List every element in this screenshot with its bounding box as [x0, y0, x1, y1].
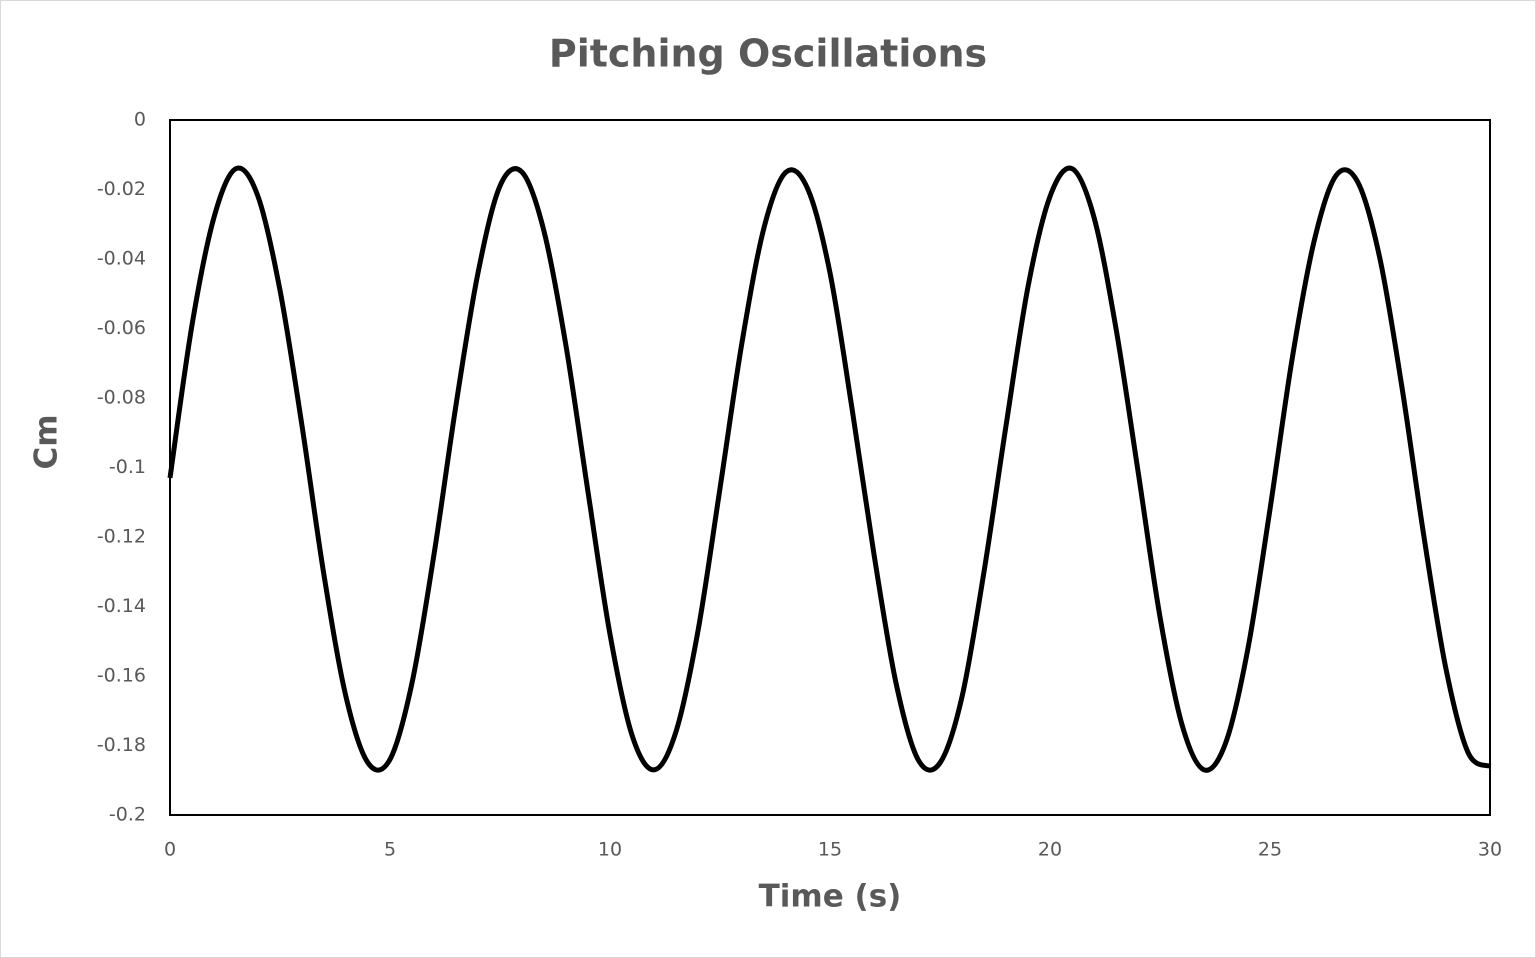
data-line: [167, 165, 1492, 773]
y-tick-label: 0: [134, 109, 146, 131]
x-tick-label: 15: [818, 839, 842, 861]
y-tick-label: -0.12: [97, 526, 146, 548]
y-axis-title: Cm: [29, 414, 65, 469]
y-tick-label: -0.06: [97, 317, 146, 339]
y-tick-label: -0.1: [109, 456, 146, 478]
x-tick-label: 30: [1478, 839, 1502, 861]
x-tick-label: 20: [1038, 839, 1062, 861]
y-tick-label: -0.18: [97, 734, 146, 756]
chart-title: Pitching Oscillations: [549, 32, 987, 76]
x-tick-label: 10: [598, 839, 622, 861]
y-tick-label: -0.2: [109, 804, 146, 826]
x-tick-label: 5: [384, 839, 396, 861]
x-tick-label: 0: [164, 839, 176, 861]
y-tick-label: -0.02: [97, 178, 146, 200]
x-tick-label: 25: [1258, 839, 1282, 861]
x-axis-title: Time (s): [759, 879, 902, 915]
y-tick-label: -0.16: [97, 665, 146, 687]
y-tick-label: -0.14: [97, 595, 146, 617]
y-tick-label: -0.04: [97, 248, 146, 270]
y-tick-label: -0.08: [97, 387, 146, 409]
